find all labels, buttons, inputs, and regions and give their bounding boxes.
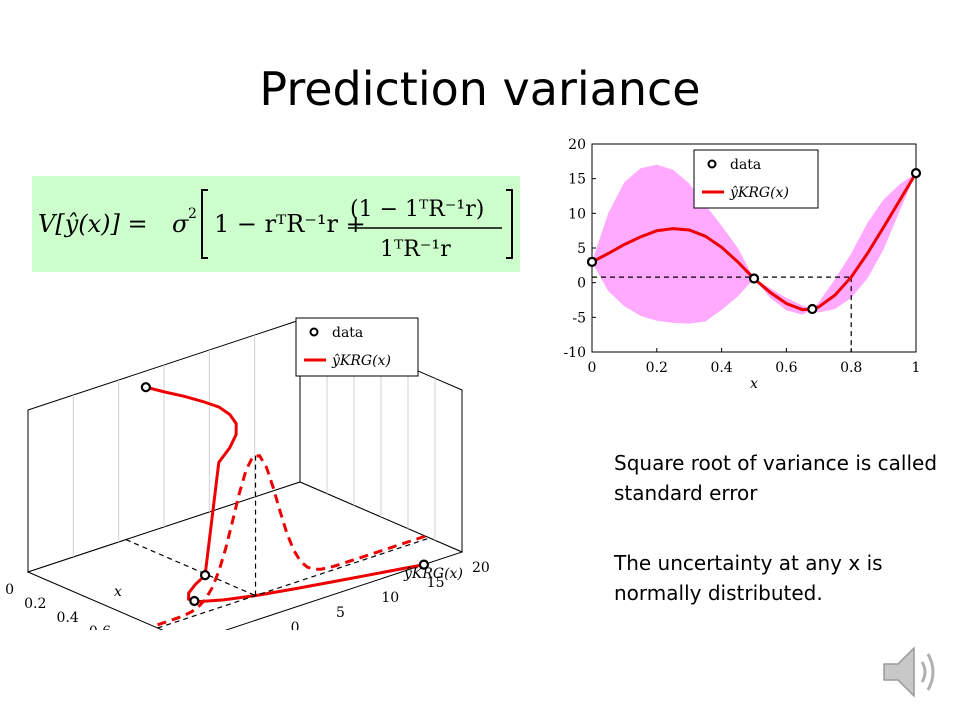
data-point <box>807 303 818 315</box>
data-point-3d <box>189 595 200 607</box>
right-bracket <box>506 189 513 259</box>
formula-box: V[ŷ(x)] = σ 2 1 − rᵀR⁻¹r + (1 − 1ᵀR⁻¹r) … <box>32 176 520 272</box>
data-point <box>748 273 760 284</box>
legend-3d: data ŷKRG(x) <box>295 317 419 377</box>
y-tick-label: 10 <box>568 206 586 222</box>
formula-sigma: σ <box>172 210 189 238</box>
prediction-chart-2d: 0 0.2 0.4 0.6 0.8 1 20 15 10 5 0 -5 -10 x data ŷKRG… <box>563 137 922 392</box>
y-tick-label: -5 <box>572 310 586 326</box>
legend-box-3d <box>295 317 419 377</box>
y-tick-label: 0 <box>577 276 586 292</box>
x-tick-label: 1 <box>912 360 921 376</box>
prediction-curve-3d <box>145 385 425 604</box>
formula-sigma-sup: 2 <box>188 206 197 222</box>
data-point-3d <box>200 570 211 581</box>
y-tick-label-3d: 10 <box>381 590 399 606</box>
y-tick-label: 15 <box>568 172 586 188</box>
y-tick-label-3d: 15 <box>427 575 445 591</box>
x-tick-label: 0.8 <box>840 360 862 376</box>
variance-formula: V[ŷ(x)] = σ 2 1 − rᵀR⁻¹r + (1 − 1ᵀR⁻¹r) … <box>38 189 513 262</box>
slide-title: Prediction variance <box>259 62 701 116</box>
x-tick-label-3d: 0.4 <box>57 610 79 626</box>
y-tick-label-3d: 5 <box>336 605 345 621</box>
x-tick-label: 0 <box>588 360 597 376</box>
speaker-icon[interactable] <box>880 640 942 702</box>
y-tick-label-3d: 0 <box>291 620 300 630</box>
legend-prediction-label-3d: ŷKRG(x) <box>331 352 391 369</box>
legend: data ŷKRG(x) <box>693 149 819 209</box>
prediction-chart-3d: 00.20.40.60.81 -10-505101520 x ŷKRG(x) d… <box>5 317 490 630</box>
x-tick-label: 0.6 <box>775 360 797 376</box>
legend-data-label: data <box>730 157 761 173</box>
x-axis-label: x <box>750 376 758 392</box>
y-tick-label: 20 <box>568 137 586 153</box>
data-point-3d <box>418 559 430 570</box>
formula-denominator: 1ᵀR⁻¹r <box>380 237 451 262</box>
data-point <box>586 256 598 267</box>
note-standard-error: Square root of variance is called standa… <box>614 451 938 505</box>
data-point <box>910 168 922 179</box>
confidence-band <box>592 164 916 324</box>
note-normal-distribution: The uncertainty at any x is normally dis… <box>614 551 883 605</box>
gaussian-slice-curve <box>157 454 431 627</box>
legend-data-marker <box>707 159 717 169</box>
x-tick-label: 0.4 <box>710 360 732 376</box>
y-tick-label-3d: 20 <box>472 560 490 576</box>
formula-bracket-body: 1 − rᵀR⁻¹r + <box>214 210 366 238</box>
prediction-line <box>591 172 918 312</box>
legend-data-marker-3d <box>309 327 319 337</box>
y-axis-label-3d: ŷKRG(x) <box>403 565 463 582</box>
legend-prediction-label: ŷKRG(x) <box>729 184 789 201</box>
x-tick-label-3d: 0.2 <box>24 596 46 612</box>
grid-lines <box>72 331 436 557</box>
legend-data-label-3d: data <box>332 325 363 341</box>
x-axis-label-3d: x <box>114 584 122 600</box>
y-tick-label: -10 <box>563 345 586 361</box>
x-tick-label: 0.2 <box>646 360 668 376</box>
slice-base-line <box>157 537 430 629</box>
formula-lhs: V[ŷ(x)] = <box>38 210 148 238</box>
legend-box <box>693 149 819 209</box>
x-tick-label-3d: 0 <box>5 582 14 598</box>
x-tick-label-3d: 0.6 <box>89 624 111 630</box>
slice-reference-line <box>125 539 256 597</box>
formula-numerator: (1 − 1ᵀR⁻¹r) <box>350 197 484 222</box>
left-bracket <box>201 189 208 259</box>
y-tick-label: 5 <box>577 241 586 257</box>
data-point-3d <box>140 382 151 393</box>
